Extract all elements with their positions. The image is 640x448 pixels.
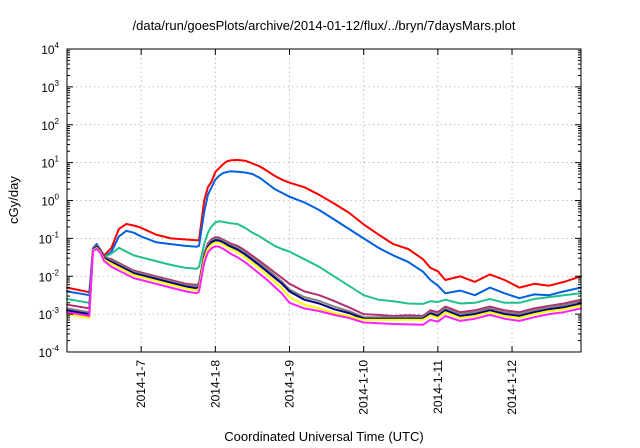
series-line-1 — [66, 159, 582, 294]
y-tick-label: 102 — [41, 117, 59, 133]
y-tick-label: 101 — [41, 155, 59, 171]
y-tick-label: 100 — [41, 193, 59, 209]
grid — [67, 49, 581, 352]
series-line-5 — [66, 237, 582, 319]
series-line-2 — [66, 170, 582, 300]
series-line-7 — [66, 241, 582, 321]
x-axis-label: Coordinated Universal Time (UTC) — [224, 429, 423, 444]
x-tick-label: 2014-1-10 — [357, 360, 371, 415]
y-tick-label: 10-2 — [39, 268, 60, 284]
y-axis-label: cGy/day — [6, 176, 21, 224]
y-tick-label: 10-4 — [39, 344, 60, 360]
x-tick-label: 2014-1-9 — [283, 360, 297, 408]
series-line-6 — [66, 239, 582, 320]
chart-title: /data/run/goesPlots/archive/2014-01-12/f… — [133, 18, 516, 33]
x-tick-label: 2014-1-11 — [431, 360, 445, 414]
x-axis: 2014-1-7 2014-1-8 2014-1-9 2014-1-10 2014-1-… — [134, 49, 519, 415]
y-tick-label: 103 — [41, 79, 59, 95]
series-line-3 — [66, 220, 582, 305]
series-group — [66, 159, 582, 326]
x-tick-label: 2014-1-8 — [208, 360, 222, 408]
y-tick-label: 10-1 — [39, 230, 60, 246]
y-axis: 10-4 10-3 10-2 10-1 100 101 102 103 104 — [39, 41, 581, 360]
y-tick-label: 10-3 — [39, 306, 60, 322]
x-tick-label: 2014-1-7 — [134, 360, 148, 408]
series-line-8 — [66, 245, 582, 326]
y-tick-label: 104 — [41, 41, 59, 57]
x-tick-label: 2014-1-12 — [505, 360, 519, 415]
